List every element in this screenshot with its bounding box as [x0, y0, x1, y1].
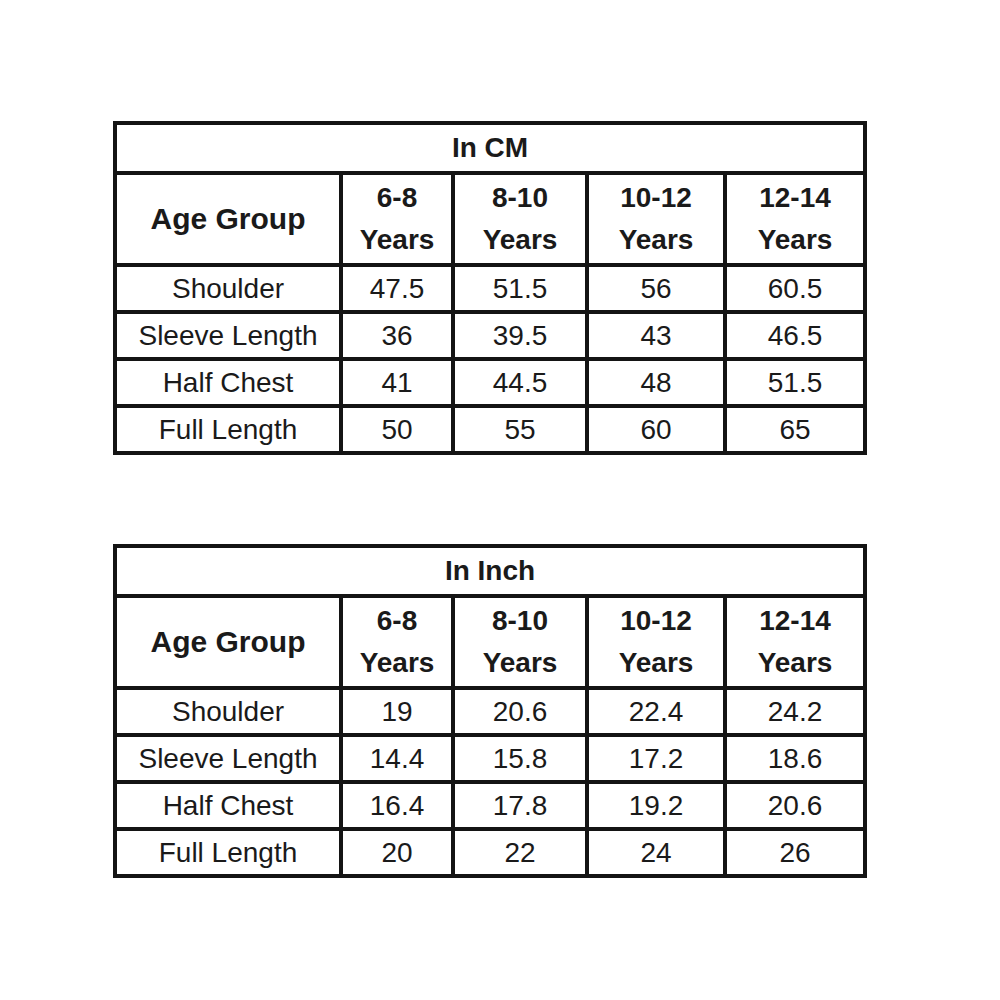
- column-header-unit: Years: [455, 219, 585, 261]
- column-header: 6-8 Years: [341, 173, 453, 265]
- row-label: Full Length: [115, 829, 341, 876]
- age-group-header: Age Group: [115, 173, 341, 265]
- column-header: 10-12 Years: [587, 596, 725, 688]
- column-header-unit: Years: [727, 642, 863, 684]
- cell-value: 65: [725, 406, 865, 453]
- cell-value: 20.6: [453, 688, 587, 735]
- column-header: 8-10 Years: [453, 173, 587, 265]
- column-header-range: 6-8: [343, 177, 451, 219]
- age-group-header: Age Group: [115, 596, 341, 688]
- cell-value: 19.2: [587, 782, 725, 829]
- cell-value: 22.4: [587, 688, 725, 735]
- size-chart-cm-table: In CM Age Group 6-8 Years 8-10 Years 10-…: [113, 121, 867, 455]
- cell-value: 60: [587, 406, 725, 453]
- table-title: In CM: [115, 123, 865, 173]
- column-header: 10-12 Years: [587, 173, 725, 265]
- table-row: Sleeve Length 14.4 15.8 17.2 18.6: [115, 735, 865, 782]
- cell-value: 24.2: [725, 688, 865, 735]
- cell-value: 20.6: [725, 782, 865, 829]
- column-header-range: 8-10: [455, 600, 585, 642]
- cell-value: 22: [453, 829, 587, 876]
- column-header: 12-14 Years: [725, 173, 865, 265]
- cell-value: 26: [725, 829, 865, 876]
- column-header-range: 12-14: [727, 600, 863, 642]
- column-header-unit: Years: [343, 642, 451, 684]
- column-header-unit: Years: [455, 642, 585, 684]
- cell-value: 56: [587, 265, 725, 312]
- cell-value: 55: [453, 406, 587, 453]
- row-label: Sleeve Length: [115, 735, 341, 782]
- column-header-range: 10-12: [589, 600, 723, 642]
- size-chart-inch-table: In Inch Age Group 6-8 Years 8-10 Years 1…: [113, 544, 867, 878]
- table-row: Sleeve Length 36 39.5 43 46.5: [115, 312, 865, 359]
- table-title: In Inch: [115, 546, 865, 596]
- table-row: Shoulder 47.5 51.5 56 60.5: [115, 265, 865, 312]
- cell-value: 36: [341, 312, 453, 359]
- column-header-unit: Years: [589, 219, 723, 261]
- cell-value: 41: [341, 359, 453, 406]
- cell-value: 48: [587, 359, 725, 406]
- cell-value: 15.8: [453, 735, 587, 782]
- row-label: Half Chest: [115, 359, 341, 406]
- cell-value: 51.5: [725, 359, 865, 406]
- table-row: Age Group 6-8 Years 8-10 Years 10-12 Yea…: [115, 173, 865, 265]
- cell-value: 17.2: [587, 735, 725, 782]
- column-header: 12-14 Years: [725, 596, 865, 688]
- cell-value: 46.5: [725, 312, 865, 359]
- row-label: Shoulder: [115, 688, 341, 735]
- cell-value: 60.5: [725, 265, 865, 312]
- row-label: Shoulder: [115, 265, 341, 312]
- table-row: Full Length 20 22 24 26: [115, 829, 865, 876]
- row-label: Sleeve Length: [115, 312, 341, 359]
- cell-value: 20: [341, 829, 453, 876]
- cell-value: 24: [587, 829, 725, 876]
- cell-value: 51.5: [453, 265, 587, 312]
- cell-value: 19: [341, 688, 453, 735]
- column-header-range: 10-12: [589, 177, 723, 219]
- cell-value: 16.4: [341, 782, 453, 829]
- column-header: 8-10 Years: [453, 596, 587, 688]
- cell-value: 14.4: [341, 735, 453, 782]
- table-row: Full Length 50 55 60 65: [115, 406, 865, 453]
- table-row: Half Chest 16.4 17.8 19.2 20.6: [115, 782, 865, 829]
- cell-value: 47.5: [341, 265, 453, 312]
- column-header-unit: Years: [343, 219, 451, 261]
- cell-value: 17.8: [453, 782, 587, 829]
- table-row: Age Group 6-8 Years 8-10 Years 10-12 Yea…: [115, 596, 865, 688]
- row-label: Full Length: [115, 406, 341, 453]
- column-header-unit: Years: [589, 642, 723, 684]
- column-header-unit: Years: [727, 219, 863, 261]
- table-row: In CM: [115, 123, 865, 173]
- cell-value: 50: [341, 406, 453, 453]
- cell-value: 44.5: [453, 359, 587, 406]
- column-header: 6-8 Years: [341, 596, 453, 688]
- table-row: In Inch: [115, 546, 865, 596]
- column-header-range: 6-8: [343, 600, 451, 642]
- cell-value: 43: [587, 312, 725, 359]
- table-row: Shoulder 19 20.6 22.4 24.2: [115, 688, 865, 735]
- cell-value: 18.6: [725, 735, 865, 782]
- cell-value: 39.5: [453, 312, 587, 359]
- row-label: Half Chest: [115, 782, 341, 829]
- column-header-range: 12-14: [727, 177, 863, 219]
- column-header-range: 8-10: [455, 177, 585, 219]
- table-row: Half Chest 41 44.5 48 51.5: [115, 359, 865, 406]
